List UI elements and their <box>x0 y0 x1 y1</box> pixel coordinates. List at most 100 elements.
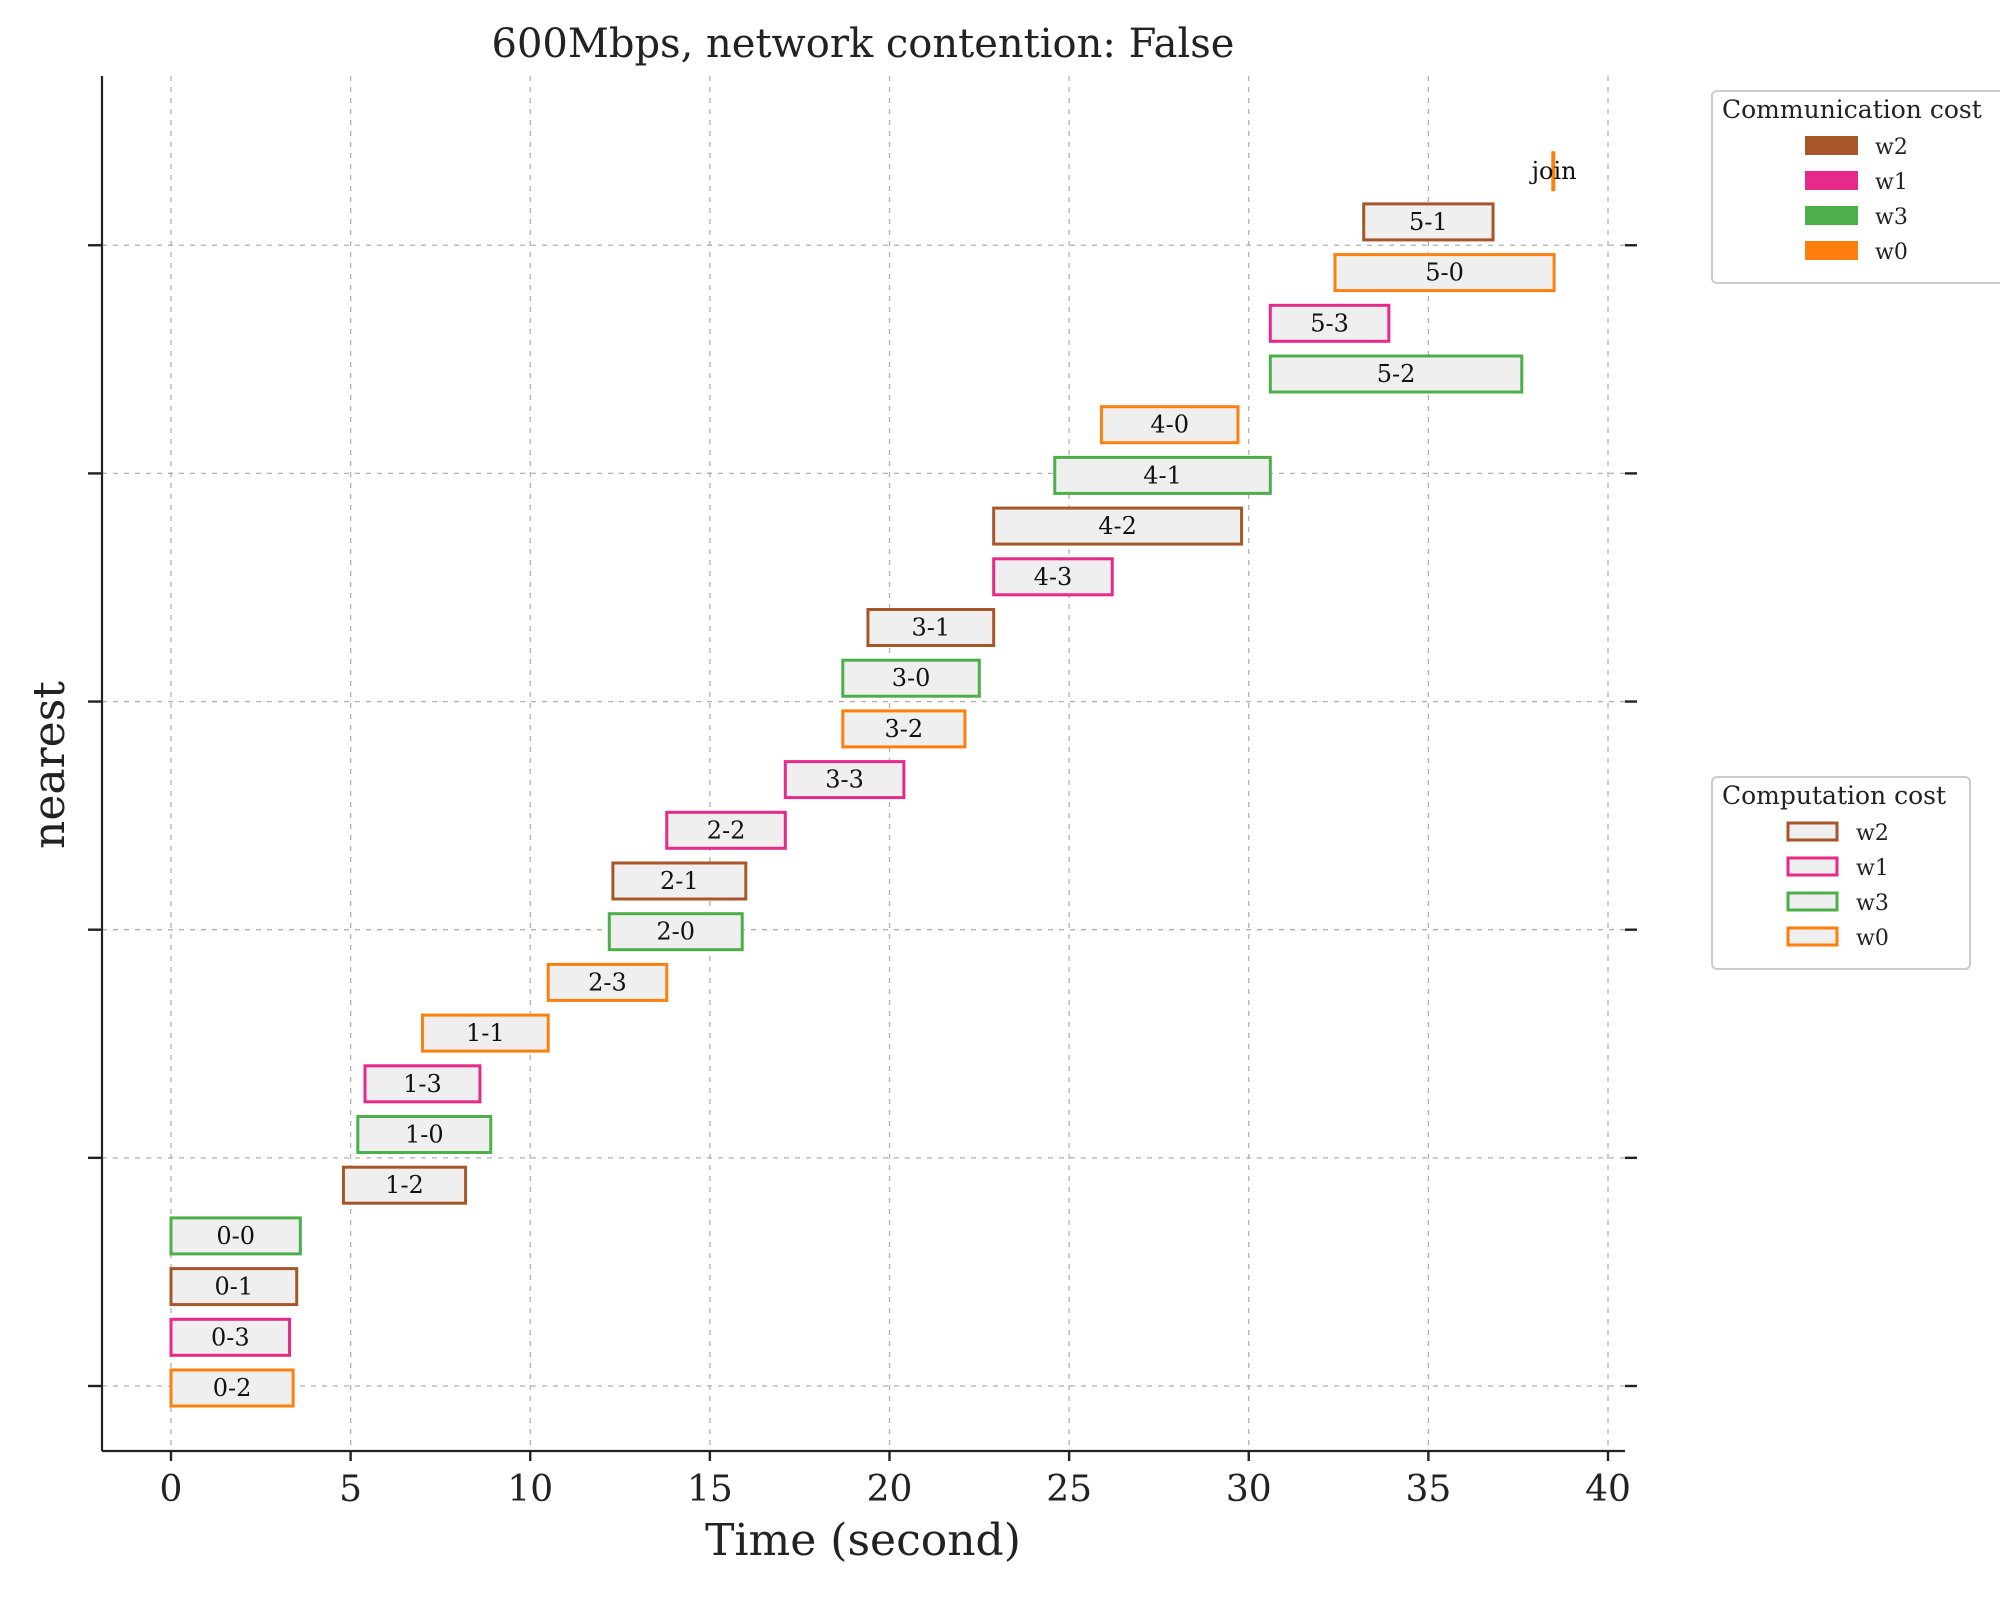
join-label: join <box>1529 157 1577 185</box>
axis-ticks: 0 5 10 15 20 25 30 35 40 <box>88 244 1637 1510</box>
legend-swatch-w1 <box>1786 856 1839 877</box>
task-bar-label: 3-2 <box>885 715 924 743</box>
legend-swatch-w2 <box>1805 136 1858 155</box>
x-axis-label: Time (second) <box>705 1515 1021 1566</box>
task-bar-label: 0-2 <box>213 1374 252 1402</box>
task-bar-label: 1-2 <box>385 1171 424 1199</box>
task-bar-rect <box>841 658 981 698</box>
task-bar-rect <box>1099 405 1240 445</box>
legend-title: Communication cost <box>1722 95 1982 124</box>
task-bar-label: 4-1 <box>1143 461 1182 489</box>
chart-title: 600Mbps, network contention: False <box>492 21 1235 67</box>
x-tick-label: 0 <box>160 1469 183 1510</box>
task-bar-4-3: 4-3 <box>992 557 1114 597</box>
task-bar-rect <box>992 506 1244 546</box>
task-bar-3-0: 3-0 <box>841 658 981 698</box>
legend-swatch-w0 <box>1786 926 1839 947</box>
task-bar-label: 2-2 <box>707 816 746 844</box>
task-bar-3-3: 3-3 <box>783 760 906 800</box>
task-bar-2-0: 2-0 <box>607 912 744 952</box>
x-tick-label: 35 <box>1405 1469 1451 1510</box>
task-bar-label: 0-1 <box>215 1273 254 1301</box>
task-bar-label: 3-1 <box>911 614 950 642</box>
task-bar-rect <box>169 1368 295 1408</box>
legend-communication-cost: Communication cost w2 w1 w3 w0 <box>1711 90 2000 284</box>
task-bar-rect <box>420 1013 550 1053</box>
task-bar-rect <box>341 1165 468 1205</box>
task-bar-5-1: 5-1 <box>1362 202 1495 242</box>
task-bar-0-2: 0-2 <box>169 1368 295 1408</box>
task-bar-4-1: 4-1 <box>1053 455 1272 495</box>
task-bar-4-2: 4-2 <box>992 506 1244 546</box>
legend-swatch-w0 <box>1805 241 1858 260</box>
task-bar-2-2: 2-2 <box>665 810 787 850</box>
task-bar-1-3: 1-3 <box>363 1064 482 1104</box>
task-bar-rect <box>841 709 967 749</box>
x-tick-label: 5 <box>339 1469 362 1510</box>
task-bar-rect <box>169 1317 292 1357</box>
legend-entry-w2: w2 <box>1856 821 1889 846</box>
x-tick-label: 20 <box>867 1469 913 1510</box>
task-bar-rect <box>1333 253 1556 293</box>
axes <box>100 76 1625 1453</box>
task-bar-2-3: 2-3 <box>546 962 669 1002</box>
task-bar-3-1: 3-1 <box>866 608 996 647</box>
legend-entry-w0: w0 <box>1856 926 1889 951</box>
task-bar-rect <box>607 912 744 952</box>
task-bar-rect <box>1053 455 1272 495</box>
legend-entry-w3: w3 <box>1875 205 1908 230</box>
task-bar-label: 5-1 <box>1409 208 1448 236</box>
task-bar-rect <box>665 810 787 850</box>
legend-frame <box>1711 776 1971 970</box>
task-bar-rect <box>866 608 996 647</box>
legend-swatch-w3 <box>1786 891 1839 912</box>
task-bar-rect <box>546 962 669 1002</box>
task-bar-3-2: 3-2 <box>841 709 967 749</box>
task-bar-rect <box>992 557 1114 597</box>
task-bar-label: 4-3 <box>1034 563 1073 591</box>
task-bar-0-0: 0-0 <box>169 1216 302 1256</box>
x-tick-label: 25 <box>1046 1469 1092 1510</box>
task-bar-rect <box>1268 354 1524 394</box>
task-bar-label: 0-3 <box>211 1323 250 1351</box>
x-tick-label: 30 <box>1226 1469 1272 1510</box>
task-bar-label: 2-0 <box>656 918 695 946</box>
task-bar-2-1: 2-1 <box>611 861 748 901</box>
task-bar-rect <box>783 760 906 800</box>
task-bar-rect <box>611 861 748 901</box>
task-bar-label: 5-2 <box>1377 360 1416 388</box>
task-bars: 0-2 0-3 0-1 0-0 1-2 1-0 1-3 1-1 2-3 2-0 2-1 2-2 3-3 3… <box>169 151 1577 1408</box>
legend-entry-w0: w0 <box>1875 240 1908 265</box>
x-tick-label: 10 <box>507 1469 553 1510</box>
task-bar-rect <box>169 1267 299 1307</box>
task-bar-5-0: 5-0 <box>1333 253 1556 293</box>
legend-entry-w3: w3 <box>1856 891 1889 916</box>
task-bar-label: 4-2 <box>1098 512 1137 540</box>
task-bar-1-1: 1-1 <box>420 1013 550 1053</box>
legend-swatch-w1 <box>1805 171 1858 190</box>
legend-entry-w1: w1 <box>1856 856 1889 881</box>
task-bar-label: 2-1 <box>660 867 699 895</box>
task-bar-0-1: 0-1 <box>169 1267 299 1307</box>
x-tick-label: 40 <box>1585 1469 1631 1510</box>
legend-swatch-w2 <box>1786 821 1839 842</box>
task-bar-label: 3-3 <box>825 766 864 794</box>
task-bar-label: 4-0 <box>1150 411 1189 439</box>
task-bar-rect <box>356 1115 493 1154</box>
task-bar-5-3: 5-3 <box>1268 303 1391 343</box>
task-bar-0-3: 0-3 <box>169 1317 292 1357</box>
join-marker: join <box>1529 151 1577 192</box>
legend-computation-cost: Computation cost w2 w1 w3 w0 <box>1711 776 1971 970</box>
grid-lines <box>102 76 1637 1451</box>
task-bar-rect <box>1362 202 1495 242</box>
legend-entry-w2: w2 <box>1875 135 1908 160</box>
y-axis-label: nearest <box>24 681 75 849</box>
task-bar-label: 1-3 <box>403 1070 442 1098</box>
task-bar-1-0: 1-0 <box>356 1115 493 1154</box>
x-tick-label: 15 <box>687 1469 733 1510</box>
legend-title: Computation cost <box>1722 781 1946 810</box>
task-bar-label: 3-0 <box>892 664 931 692</box>
task-bar-4-0: 4-0 <box>1099 405 1240 445</box>
